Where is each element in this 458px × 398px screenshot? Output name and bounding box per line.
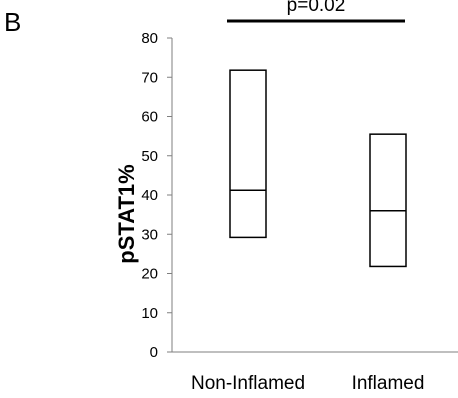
significance-label: p=0.02 <box>287 0 346 16</box>
y-tick-label: 30 <box>141 226 158 243</box>
x-tick-labels: Non-Inflamed Inflamed <box>191 373 424 394</box>
x-tick-label: Inflamed <box>352 373 425 394</box>
box-1 <box>229 69 267 239</box>
boxes <box>229 69 407 268</box>
y-axis-label: pSTAT1% <box>114 164 139 263</box>
y-tick-label: 0 <box>150 344 158 361</box>
y-ticks: 0 10 20 30 40 50 60 70 80 <box>141 30 172 361</box>
x-tick-label: Non-Inflamed <box>191 373 305 394</box>
box-2 <box>369 133 407 268</box>
y-tick-label: 50 <box>141 148 158 165</box>
y-tick-label: 10 <box>141 305 158 322</box>
y-tick-label: 40 <box>141 187 158 204</box>
y-tick-label: 20 <box>141 266 158 283</box>
y-tick-label: 70 <box>141 69 158 86</box>
y-tick-label: 80 <box>141 30 158 47</box>
y-tick-label: 60 <box>141 109 158 126</box>
panel-label: B <box>4 7 21 37</box>
